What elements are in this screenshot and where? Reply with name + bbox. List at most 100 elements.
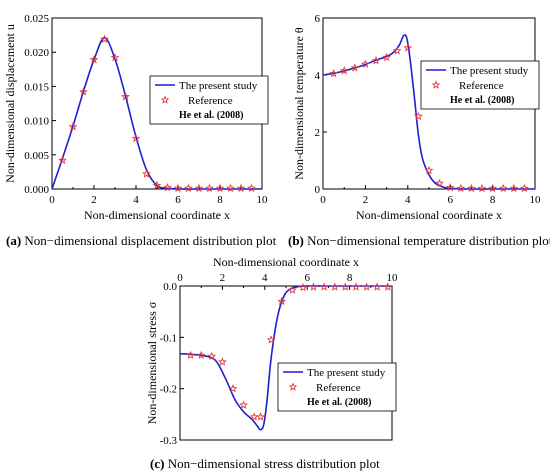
reference-point — [215, 183, 225, 193]
reference-point — [488, 183, 497, 193]
reference-point — [329, 68, 338, 78]
chart-panel-3: 0 2 4 6 8 10 0.0 -0.1 -0.2 -0.3 Non-dimensional co… — [145, 255, 398, 447]
y-tick-label: 0.010 — [24, 116, 49, 128]
reference-point — [361, 59, 370, 68]
chart-panel-2: 0 2 4 6 8 10 0 2 4 6 Non-dimensional coordinate x N… — [292, 13, 541, 222]
reference-point — [131, 133, 141, 143]
reference-point — [68, 122, 78, 131]
y-tick-label: 0.025 — [24, 13, 49, 25]
x-tick-label: 2 — [220, 272, 226, 284]
legend-reference-label: He et al. (2008) — [307, 397, 371, 408]
legend-line-label: The present study — [450, 65, 529, 77]
y-tick-label: -0.2 — [160, 384, 177, 396]
y-tick-label: -0.1 — [160, 332, 177, 344]
y-axis-label: Non-dimensional stress σ — [145, 301, 159, 424]
y-tick-label: 0.005 — [24, 150, 49, 162]
reference-point — [226, 183, 235, 193]
reference-point — [350, 63, 360, 72]
reference-point — [287, 285, 297, 294]
reference-point — [207, 351, 217, 361]
reference-point — [196, 350, 206, 360]
y-tick-label: 0.000 — [24, 184, 49, 196]
reference-point — [382, 52, 391, 62]
reference-point — [228, 384, 238, 393]
reference-point — [184, 183, 193, 193]
x-tick-label: 6 — [304, 272, 310, 284]
reference-point — [383, 282, 393, 291]
reference-point — [58, 155, 67, 164]
legend-reference-label: He et al. (2008) — [179, 110, 243, 121]
legend-marker-swatch — [288, 382, 298, 391]
reference-point — [298, 282, 308, 292]
x-tick-label: 4 — [405, 194, 411, 206]
legend-box — [277, 362, 397, 412]
legend: The present study Reference He et al. (200… — [420, 60, 540, 110]
reference-point — [319, 282, 329, 291]
reference-point — [498, 183, 508, 193]
legend: The present study Reference He et al. (200… — [277, 362, 397, 412]
reference-point — [351, 282, 361, 291]
x-tick-label: 4 — [133, 194, 139, 206]
reference-point — [89, 55, 99, 64]
reference-point — [477, 183, 487, 193]
chart-panel-1: 0 2 4 6 8 10 0.000 0.005 0.010 0.015 0.020 0.025 Non… — [3, 13, 269, 222]
reference-point — [173, 183, 183, 193]
x-tick-label: 10 — [530, 194, 542, 206]
reference-point — [152, 180, 162, 190]
y-axis-label: Non-dimensional temperature θ — [292, 27, 306, 180]
reference-point — [362, 282, 371, 291]
y-tick-label: 4 — [315, 70, 321, 82]
legend: The present study Reference He et al. (200… — [149, 75, 269, 125]
y-tick-label: 0.015 — [24, 81, 49, 93]
reference-point — [79, 87, 88, 96]
x-tick-label: 10 — [257, 194, 269, 206]
x-tick-label: 2 — [363, 194, 369, 206]
reference-point — [256, 412, 265, 421]
reference-point — [309, 282, 318, 291]
reference-point — [218, 357, 227, 366]
reference-point — [186, 350, 195, 360]
reference-point — [277, 296, 287, 306]
reference-point — [340, 282, 350, 291]
legend-marker-swatch — [160, 95, 170, 104]
reference-point — [456, 183, 466, 193]
reference-point — [445, 182, 455, 192]
legend-box — [420, 60, 540, 110]
reference-point — [509, 183, 519, 193]
legend-line-label: The present study — [179, 80, 258, 92]
y-tick-label: 0 — [315, 184, 321, 196]
reference-point — [403, 43, 413, 52]
reference-point — [339, 66, 349, 75]
reference-point — [266, 335, 276, 344]
reference-point — [467, 183, 476, 193]
reference-point — [392, 46, 402, 55]
caption-b: (b) Non−dimensional temperature distribu… — [288, 233, 550, 248]
x-tick-label: 8 — [490, 194, 496, 206]
x-axis-label: Non-dimensional coordinate x — [356, 208, 502, 222]
y-tick-label: -0.3 — [160, 435, 178, 447]
reference-point — [435, 178, 444, 188]
reference-point — [371, 56, 381, 65]
legend-marker-label: Reference — [459, 80, 504, 92]
reference-point — [163, 183, 172, 192]
x-tick-label: 8 — [347, 272, 353, 284]
x-tick-label: 10 — [387, 272, 399, 284]
reference-point — [247, 183, 256, 193]
x-axis-label: Non-dimensional coordinate x — [84, 208, 230, 222]
x-tick-label: 6 — [175, 194, 181, 206]
x-tick-label: 8 — [217, 194, 223, 206]
legend-marker-swatch — [431, 80, 441, 89]
reference-point — [110, 53, 120, 62]
x-tick-label: 4 — [262, 272, 268, 284]
x-tick-label: 0 — [177, 272, 183, 284]
x-tick-label: 0 — [49, 194, 55, 206]
x-tick-label: 6 — [447, 194, 453, 206]
y-tick-label: 0.0 — [163, 281, 177, 293]
x-tick-label: 2 — [91, 194, 97, 206]
reference-point — [520, 183, 529, 193]
reference-point — [121, 92, 130, 101]
legend-marker-label: Reference — [316, 382, 361, 394]
series-line-present-study — [322, 34, 535, 190]
y-axis-label: Non-dimensional displacement u — [3, 24, 17, 183]
